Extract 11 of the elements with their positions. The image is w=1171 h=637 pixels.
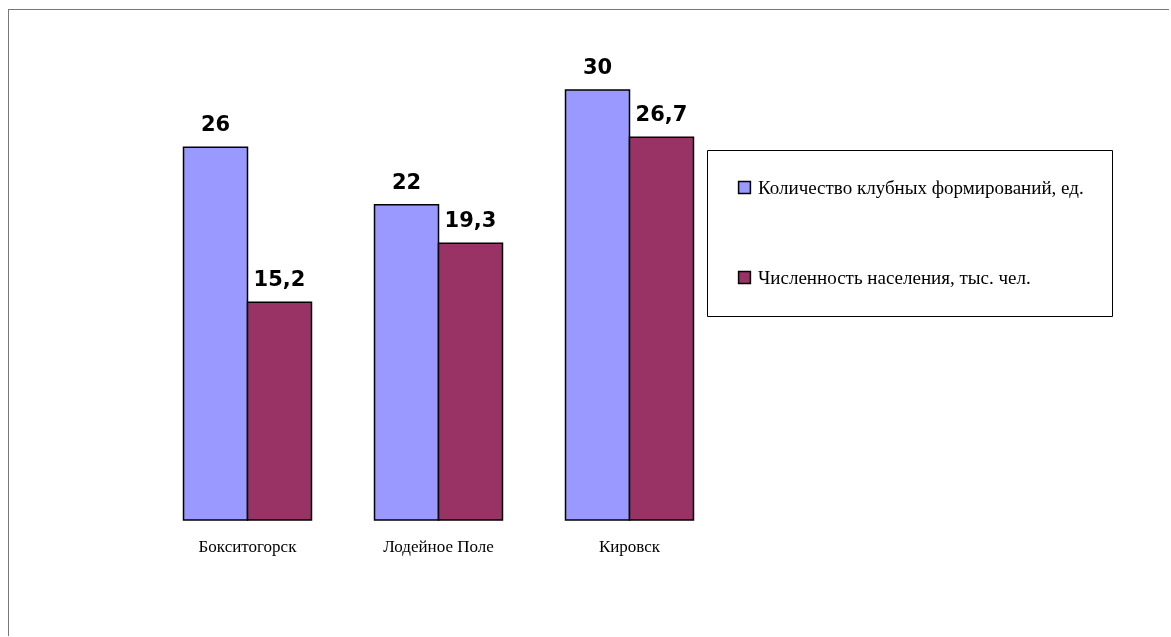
x-tick-label: Лодейное Поле xyxy=(383,536,494,556)
legend-label: Количество клубных формирований, ед. xyxy=(758,176,1084,198)
legend-label: Численность населения, тыс. чел. xyxy=(758,266,1031,288)
data-label: 22 xyxy=(391,169,422,194)
x-tick-label: Кировск xyxy=(598,536,661,556)
data-label: 15,2 xyxy=(253,267,306,292)
data-label: 19,3 xyxy=(444,208,497,233)
data-label: 26,7 xyxy=(635,102,688,127)
data-label: 26 xyxy=(200,112,231,137)
x-tick-label: Бокситогорск xyxy=(198,536,298,556)
data-label: 30 xyxy=(582,55,613,79)
